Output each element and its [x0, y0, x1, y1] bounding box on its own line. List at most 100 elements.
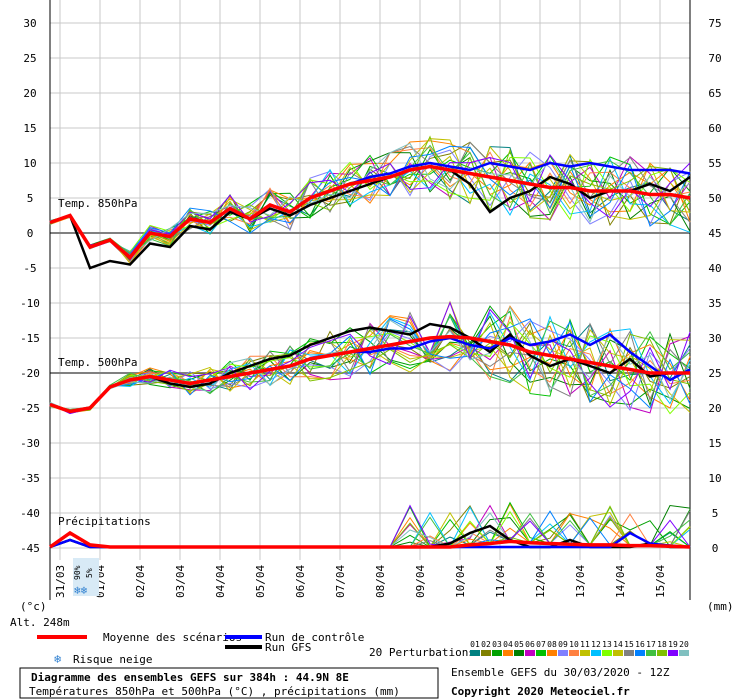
pert-swatch — [635, 650, 645, 656]
pert-number: 08 — [547, 640, 557, 649]
pert-line-850 — [49, 156, 691, 253]
date-tick-label: 09/04 — [414, 565, 427, 598]
snowflake-icon: ❄❄ — [74, 584, 88, 597]
pert-swatch — [470, 650, 480, 656]
pert-number: 15 — [624, 640, 634, 649]
pert-number: 07 — [536, 640, 546, 649]
right-tick-label: 40 — [708, 262, 721, 275]
date-tick-label: 06/04 — [294, 565, 307, 598]
mean-line-t850 — [49, 164, 691, 261]
pert-swatch — [481, 650, 491, 656]
right-tick-label: 10 — [708, 472, 721, 485]
run-info: Ensemble GEFS du 30/03/2020 - 12Z — [451, 666, 670, 679]
right-tick-label: 65 — [708, 87, 721, 100]
pert-swatch — [514, 650, 524, 656]
pert-number: 11 — [580, 640, 590, 649]
left-tick-label: -45 — [20, 542, 40, 555]
snow-pct-a: 90% — [73, 565, 82, 580]
pert-number: 02 — [481, 640, 491, 649]
date-tick-label: 08/04 — [374, 565, 387, 598]
pert-swatch — [602, 650, 612, 656]
pert-line-850 — [49, 135, 691, 256]
pert-number: 01 — [470, 640, 480, 649]
pert-number: 03 — [492, 640, 502, 649]
snow-pct-b: 5% — [85, 568, 94, 578]
axis-labels: 302520151050-5-10-15-20-25-30-35-40-4575… — [20, 17, 722, 598]
date-tick-label: 05/04 — [254, 565, 267, 598]
pert-number: 09 — [558, 640, 568, 649]
right-tick-label: 70 — [708, 52, 721, 65]
left-tick-label: 0 — [27, 227, 34, 240]
left-unit: (°c) — [20, 600, 47, 613]
date-tick-label: 02/04 — [134, 565, 147, 598]
right-tick-label: 50 — [708, 192, 721, 205]
left-tick-label: -30 — [20, 437, 40, 450]
left-tick-label: 30 — [23, 17, 36, 30]
legend-snow-label: Risque neige — [73, 653, 152, 666]
pert-swatch — [668, 650, 678, 656]
left-tick-label: 20 — [23, 87, 36, 100]
date-tick-label: 04/04 — [214, 565, 227, 598]
legend-perturbations-label: 20 Perturbations — [369, 646, 475, 659]
pert-number: 14 — [613, 640, 623, 649]
pert-swatch — [646, 650, 656, 656]
left-tick-label: -35 — [20, 472, 40, 485]
date-tick-label: 03/04 — [174, 565, 187, 598]
legend-mean-label: Moyenne des scénarios — [103, 631, 242, 644]
chart-title: Diagramme des ensembles GEFS sur 384h : … — [31, 671, 349, 684]
pert-swatch — [558, 650, 568, 656]
pert-line-850 — [49, 145, 691, 254]
pert-swatch — [613, 650, 623, 656]
pert-number: 16 — [635, 640, 645, 649]
footer: Diagramme des ensembles GEFS sur 384h : … — [19, 666, 670, 699]
pert-swatch — [503, 650, 513, 656]
right-tick-label: 55 — [708, 157, 721, 170]
pert-swatch — [657, 650, 667, 656]
left-tick-label: 10 — [23, 157, 36, 170]
chart-subtitle: Températures 850hPa et 500hPa (°C) , pré… — [29, 685, 400, 698]
main-lines — [48, 161, 691, 549]
pert-number: 06 — [525, 640, 535, 649]
pert-swatch — [679, 650, 689, 656]
legend-gfs-label: Run GFS — [265, 641, 311, 654]
mean-line-t500 — [49, 334, 690, 414]
pert-line-850 — [49, 154, 691, 256]
label-precip: Précipitations — [58, 515, 151, 528]
right-tick-label: 5 — [712, 507, 719, 520]
pert-number: 12 — [591, 640, 601, 649]
left-tick-label: -10 — [20, 297, 40, 310]
right-tick-label: 0 — [712, 542, 719, 555]
pert-line-850 — [49, 142, 691, 257]
date-tick-label: 11/04 — [494, 565, 507, 598]
pert-swatch — [591, 650, 601, 656]
left-tick-label: 15 — [23, 122, 36, 135]
pert-swatch — [580, 650, 590, 656]
pert-swatch — [547, 650, 557, 656]
pert-number: 20 — [679, 640, 689, 649]
snowflake-legend-icon: ❄ — [54, 652, 61, 666]
left-tick-label: 5 — [27, 192, 34, 205]
pert-line-850 — [49, 144, 691, 255]
right-tick-label: 15 — [708, 437, 721, 450]
left-tick-label: -40 — [20, 507, 40, 520]
left-tick-label: -25 — [20, 402, 40, 415]
pert-swatch — [525, 650, 535, 656]
pert-number: 19 — [668, 640, 678, 649]
pert-number: 18 — [657, 640, 667, 649]
pert-line-500 — [49, 305, 691, 414]
right-tick-label: 75 — [708, 17, 721, 30]
right-tick-label: 30 — [708, 332, 721, 345]
pert-line-850 — [49, 149, 691, 264]
left-tick-label: 25 — [23, 52, 36, 65]
right-tick-label: 35 — [708, 297, 721, 310]
right-tick-label: 45 — [708, 227, 721, 240]
pert-number: 17 — [646, 640, 656, 649]
mean-line-precip — [48, 530, 691, 549]
right-tick-label: 25 — [708, 367, 721, 380]
pert-line-850 — [49, 141, 691, 260]
date-tick-label: 31/03 — [54, 565, 67, 598]
pert-number: 13 — [602, 640, 612, 649]
pert-number: 04 — [503, 640, 513, 649]
date-tick-label: 07/04 — [334, 565, 347, 598]
date-tick-label: 15/04 — [654, 565, 667, 598]
